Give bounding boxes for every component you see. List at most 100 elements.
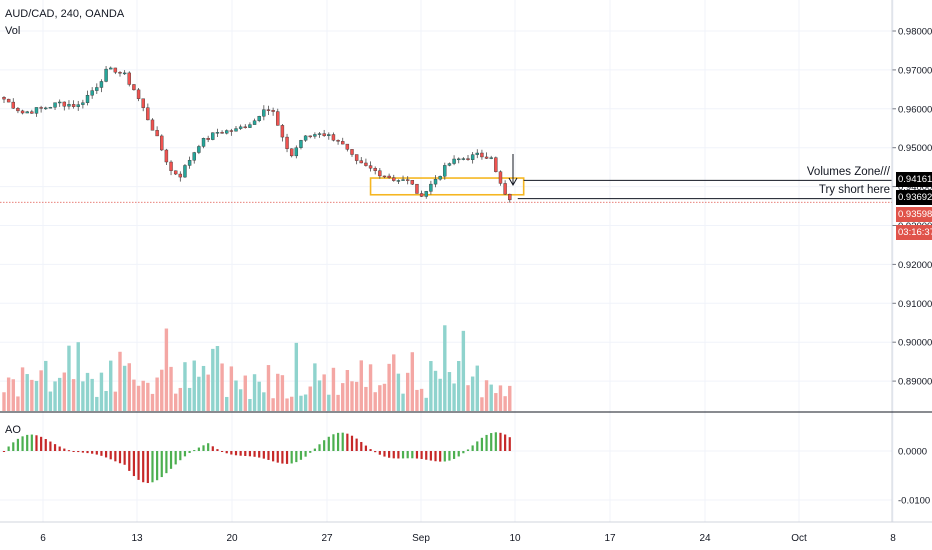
candle-body (248, 124, 252, 128)
candle-body (225, 130, 229, 134)
ao-bar (327, 436, 330, 451)
candle-body (39, 107, 43, 109)
time-tick-label: Sep (412, 533, 430, 544)
candle-body (99, 81, 104, 88)
volume-bar (308, 386, 312, 411)
ao-bar (91, 451, 94, 454)
candle-body (503, 183, 507, 195)
time-tick-label: 20 (226, 533, 238, 544)
candle-body (257, 116, 261, 121)
volume-bar (475, 365, 479, 411)
candle-body (419, 193, 424, 197)
volume-bar (127, 363, 131, 411)
candle-body (341, 141, 345, 145)
volume-bar (122, 365, 127, 411)
candle-body (215, 132, 220, 134)
volume-bar (90, 378, 94, 411)
ao-bar (7, 446, 10, 451)
ao-bar (480, 437, 484, 451)
ao-bar (281, 451, 284, 464)
candle-body (109, 67, 113, 70)
candle-body (173, 170, 178, 175)
volume-bar (132, 379, 136, 411)
ao-bar (193, 450, 196, 452)
candle-body (197, 146, 201, 153)
volumes-zone-layer (369, 177, 525, 196)
candle-body (480, 152, 484, 158)
time-tick-label: 8 (890, 533, 896, 544)
time-tick-label: 10 (509, 533, 521, 544)
volume-bar (452, 383, 456, 411)
volume-bar (201, 365, 206, 411)
volume-bar (104, 390, 108, 411)
volume-bar (415, 389, 419, 411)
ao-bar (383, 451, 386, 457)
candle-body (461, 158, 466, 160)
ao-bar (309, 451, 312, 453)
volume-bar (248, 398, 252, 411)
candle-body (415, 183, 419, 194)
candle-body (85, 94, 90, 103)
candle-body (25, 111, 29, 114)
volume-bar (387, 363, 391, 411)
ao-bar (485, 434, 488, 451)
candle-body (438, 175, 442, 180)
candle-body (452, 158, 456, 164)
volume-bar (252, 374, 257, 411)
candle-body (6, 98, 11, 103)
candle-body (280, 125, 285, 138)
candle-body (95, 87, 99, 91)
symbol-title[interactable]: AUD/CAD, 240, OANDA (5, 8, 125, 20)
volume-bar (498, 385, 503, 411)
volume-bar (150, 393, 155, 411)
ao-bar (104, 451, 108, 458)
candle-body (285, 136, 289, 149)
ao-bar (290, 451, 293, 464)
volume-bar (62, 372, 67, 411)
candle-body (475, 152, 479, 155)
candle-body (447, 163, 452, 166)
volumes-zone-annotation[interactable]: Volumes Zone/// (806, 166, 890, 178)
time-tick-label: 27 (321, 533, 333, 544)
ao-bar (142, 451, 145, 483)
ao-bar (332, 434, 335, 451)
ao-bar (350, 435, 354, 451)
volumes-zone-box (369, 177, 525, 196)
candle-body (387, 175, 391, 178)
candle-body (327, 134, 331, 136)
candle-body (62, 101, 67, 107)
volume-bar (405, 372, 410, 411)
volume-bar (16, 396, 20, 411)
time-tick-label: 6 (40, 533, 46, 544)
ao-bar (457, 451, 460, 457)
volume-bar (484, 380, 489, 411)
volume-bar (480, 397, 484, 411)
ao-bar (490, 433, 493, 451)
try-short-annotation[interactable]: Try short here (818, 184, 890, 196)
candle-body (359, 160, 363, 164)
candle-body (104, 68, 108, 82)
ao-tick-label: -0.0100 (898, 496, 930, 507)
candle-body (484, 156, 489, 159)
ao-bar (425, 451, 428, 460)
volume-bar (67, 345, 71, 411)
ao-bar (313, 448, 316, 451)
volume-bar (99, 372, 104, 411)
ao-bar (146, 451, 149, 484)
candle-body (396, 180, 401, 182)
ao-bar (415, 451, 419, 459)
volume-bar (354, 381, 359, 411)
candle-body (53, 102, 57, 108)
volume-bar (447, 372, 452, 411)
candle-body (238, 126, 243, 129)
ao-bar (165, 451, 168, 474)
volume-bar (57, 377, 62, 411)
ao-bar (364, 445, 368, 451)
ao-bar (429, 451, 432, 461)
volume-bars (2, 325, 512, 411)
ao-bar (504, 434, 507, 451)
price-tick-label: 0.97000 (898, 65, 932, 76)
candle-body (11, 101, 15, 109)
